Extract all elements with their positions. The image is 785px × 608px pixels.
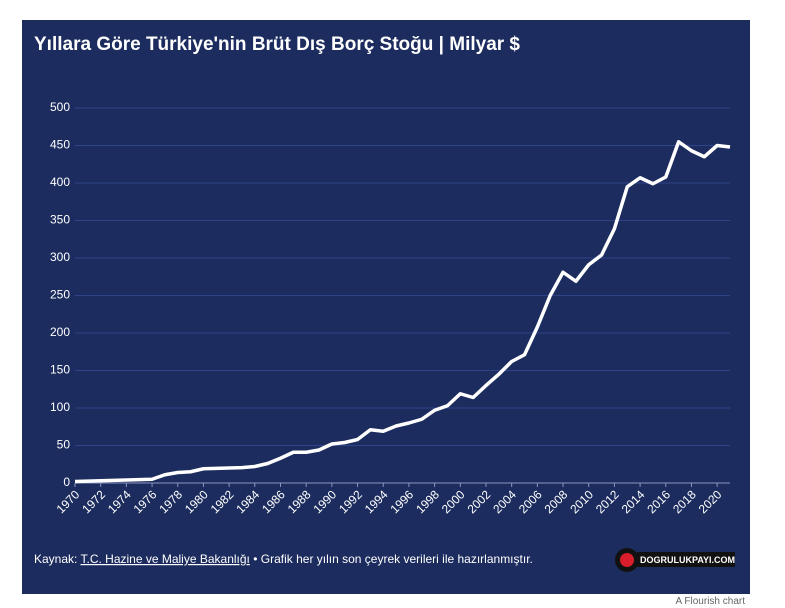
panel [22,20,750,594]
source-prefix: Kaynak: [34,552,77,566]
source-link[interactable]: T.C. Hazine ve Maliye Bakanlığı [80,552,249,566]
logo-box [637,552,735,567]
chart-title: Yıllara Göre Türkiye'nin Brüt Dış Borç S… [34,34,520,55]
y-tick-label: 500 [50,100,70,114]
y-tick-label: 400 [50,175,70,189]
y-tick-label: 350 [50,213,70,227]
y-tick-label: 0 [63,475,70,489]
y-tick-label: 450 [50,138,70,152]
y-tick-label: 50 [57,438,71,452]
logo[interactable]: DOGRULUKPAYI.COM [615,548,735,572]
source-suffix: • Grafik her yılın son çeyrek verileri i… [253,552,533,566]
y-tick-label: 300 [50,250,70,264]
y-tick-label: 200 [50,325,70,339]
source: Kaynak: T.C. Hazine ve Maliye Bakanlığı … [34,552,533,566]
y-tick-label: 250 [50,288,70,302]
y-tick-label: 150 [50,363,70,377]
logo-mark [620,553,634,567]
credit[interactable]: A Flourish chart [676,596,746,607]
y-tick-label: 100 [50,400,70,414]
line [74,140,731,484]
logo-text: DOGRULUKPAYI.COM [640,555,735,565]
